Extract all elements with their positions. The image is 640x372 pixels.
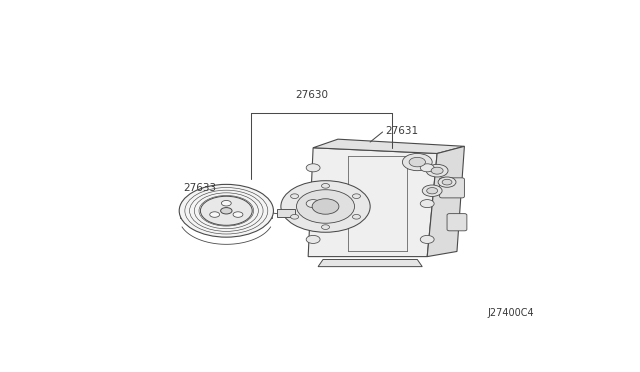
Circle shape bbox=[420, 164, 434, 172]
Circle shape bbox=[420, 235, 434, 243]
Polygon shape bbox=[428, 146, 465, 257]
Polygon shape bbox=[308, 148, 437, 257]
Circle shape bbox=[306, 164, 320, 172]
Ellipse shape bbox=[403, 154, 432, 171]
Ellipse shape bbox=[312, 199, 339, 214]
FancyBboxPatch shape bbox=[440, 178, 465, 198]
Ellipse shape bbox=[409, 157, 426, 167]
Circle shape bbox=[306, 235, 320, 243]
Circle shape bbox=[420, 200, 434, 208]
FancyBboxPatch shape bbox=[447, 214, 467, 231]
Ellipse shape bbox=[422, 185, 442, 196]
Ellipse shape bbox=[426, 164, 448, 177]
Circle shape bbox=[321, 183, 330, 188]
Text: 27630: 27630 bbox=[296, 90, 328, 100]
Ellipse shape bbox=[221, 201, 231, 206]
Ellipse shape bbox=[438, 177, 456, 187]
Ellipse shape bbox=[427, 187, 438, 194]
Ellipse shape bbox=[179, 185, 273, 237]
Ellipse shape bbox=[281, 181, 370, 232]
Ellipse shape bbox=[233, 212, 243, 217]
Polygon shape bbox=[318, 260, 422, 267]
Circle shape bbox=[353, 194, 360, 199]
Ellipse shape bbox=[210, 212, 220, 217]
Circle shape bbox=[353, 215, 360, 219]
Text: 27633: 27633 bbox=[183, 183, 216, 193]
Ellipse shape bbox=[296, 190, 355, 223]
Polygon shape bbox=[313, 139, 465, 154]
Text: 27631: 27631 bbox=[385, 126, 418, 135]
Text: J27400C4: J27400C4 bbox=[487, 308, 534, 318]
Ellipse shape bbox=[221, 208, 232, 214]
Circle shape bbox=[306, 200, 320, 208]
Ellipse shape bbox=[442, 179, 452, 185]
Circle shape bbox=[291, 194, 299, 199]
Ellipse shape bbox=[431, 167, 443, 174]
Circle shape bbox=[321, 225, 330, 230]
Ellipse shape bbox=[200, 196, 252, 225]
Circle shape bbox=[291, 215, 299, 219]
FancyBboxPatch shape bbox=[277, 209, 295, 217]
